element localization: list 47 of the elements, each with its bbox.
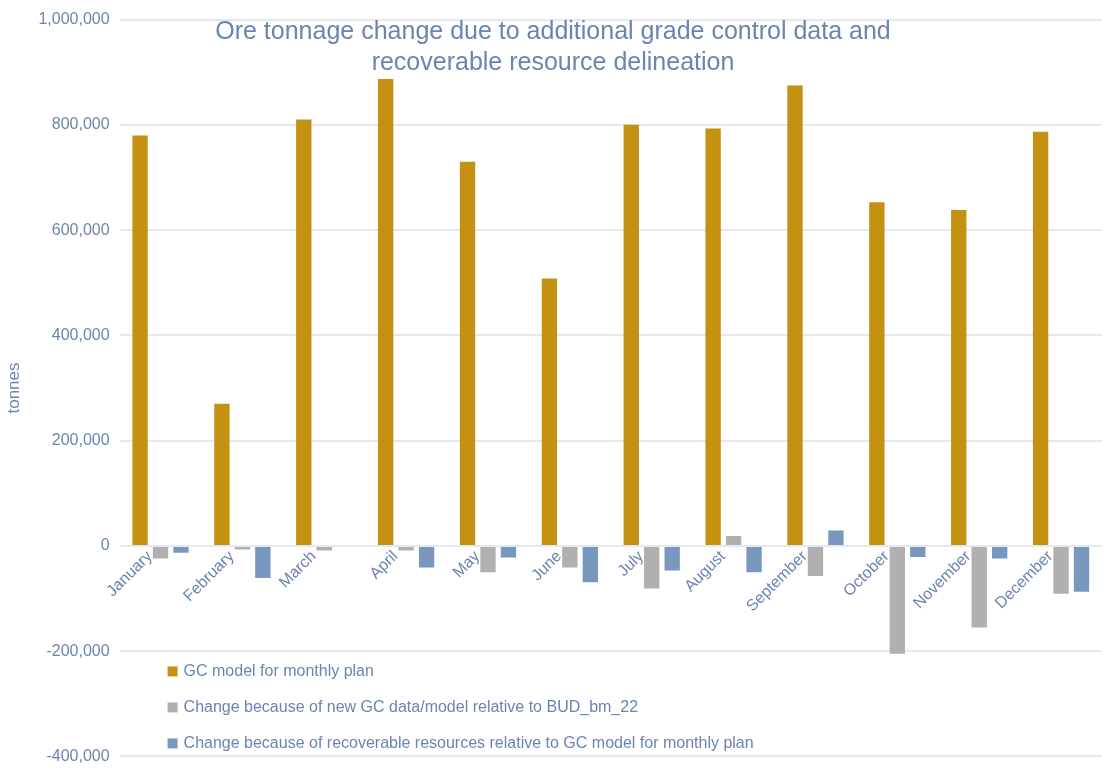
- bar: [828, 530, 844, 545]
- bar: [971, 546, 987, 628]
- bar: [644, 546, 660, 589]
- bar: [1073, 546, 1090, 592]
- bar: [1053, 546, 1069, 594]
- y-tick-label: -400,000: [46, 746, 110, 764]
- legend-label: Change because of recoverable resources relative to GC model for monthly plan: [183, 733, 754, 751]
- x-tick-label: May: [449, 547, 483, 581]
- y-tick-label: 200,000: [51, 431, 110, 449]
- legend-label: GC model for monthly plan: [183, 661, 374, 679]
- bar: [480, 546, 496, 573]
- text: Ore tonnage change due to additional grade control data and recoverable resource delineation: [215, 16, 891, 76]
- bar: [459, 161, 476, 545]
- bar: [889, 546, 905, 654]
- x-tick-label: July: [614, 547, 647, 580]
- bar: [418, 546, 435, 568]
- bar: [152, 546, 169, 559]
- bar: [807, 546, 824, 576]
- bar: [214, 403, 230, 545]
- bar: [296, 119, 312, 545]
- bar: [500, 546, 517, 558]
- bar: [132, 135, 148, 545]
- bar: [562, 546, 578, 568]
- y-tick-label: 800,000: [51, 115, 110, 133]
- bar: [787, 85, 803, 545]
- bar: [869, 202, 885, 545]
- bar: [1032, 131, 1049, 545]
- bar: [398, 546, 414, 551]
- bar: [255, 546, 271, 578]
- bar: [316, 546, 332, 551]
- y-tick-label: 0: [100, 536, 110, 554]
- bar: [725, 535, 742, 545]
- bar: [377, 79, 394, 545]
- bar: [951, 210, 967, 545]
- y-tick-label: 600,000: [51, 220, 110, 238]
- y-tick-label: 400,000: [51, 325, 110, 343]
- bar: [582, 546, 598, 583]
- bar: [705, 128, 721, 545]
- bar: [664, 546, 680, 571]
- y-tick-label: 1,000,000: [38, 10, 110, 28]
- bar: [623, 124, 639, 545]
- bar: [541, 278, 558, 545]
- bar: [173, 546, 189, 553]
- y-tick-label: -200,000: [46, 641, 110, 659]
- y-axis-title: tonnes: [3, 362, 23, 414]
- legend-label: Change because of new GC data/model relative to BUD_bm_22: [183, 697, 639, 716]
- bar: [234, 546, 251, 550]
